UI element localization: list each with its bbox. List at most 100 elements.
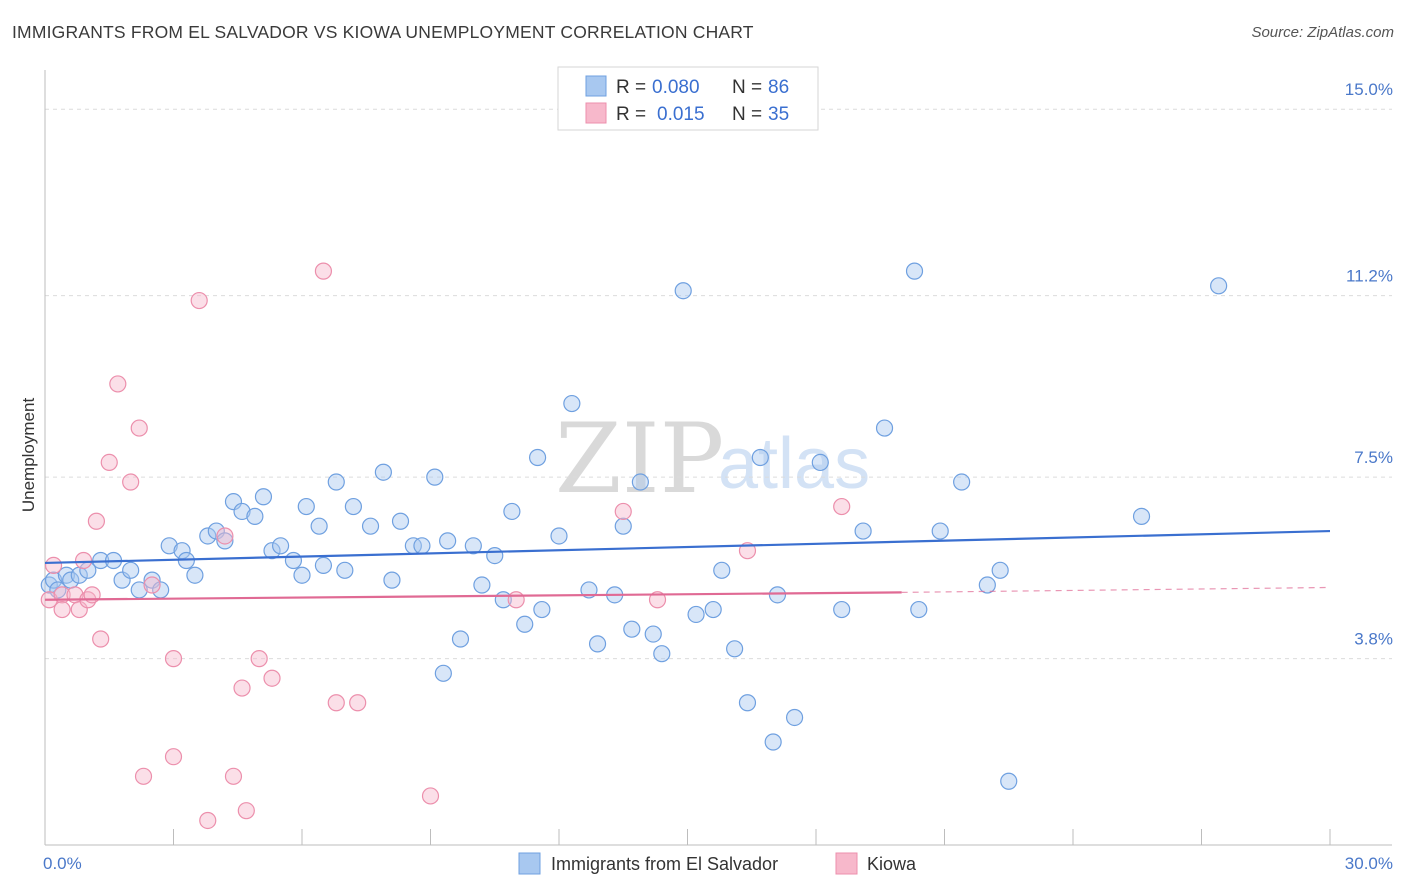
point-kiowa-3 (53, 600, 71, 619)
point-el-salvador-67 (726, 640, 744, 658)
point-el-salvador-58 (614, 517, 632, 535)
point-kiowa-28 (327, 694, 345, 712)
point-el-salvador-68 (738, 694, 757, 712)
point-el-salvador-12 (143, 571, 161, 589)
point-el-salvador-49 (503, 502, 521, 521)
legend-swatch-pink (585, 102, 607, 124)
point-kiowa-10 (92, 630, 110, 648)
watermark-zip: ZIP (555, 403, 724, 515)
point-el-salvador-70 (764, 733, 782, 751)
legend-r-label-2: R = (616, 104, 646, 125)
point-el-salvador-23 (246, 507, 264, 525)
legend-n-value-2: 35 (768, 104, 789, 125)
point-kiowa-20 (199, 811, 217, 830)
point-el-salvador-60 (631, 473, 649, 491)
point-kiowa-18 (164, 650, 183, 668)
data-points (40, 262, 1228, 830)
point-kiowa-5 (70, 600, 88, 619)
y-tick-label-1: 7.5% (1354, 448, 1393, 467)
point-kiowa-22 (224, 767, 243, 785)
axes (44, 70, 1392, 846)
source-label: Source: ZipAtlas.com (1251, 24, 1394, 41)
point-el-salvador-38 (391, 512, 410, 530)
point-kiowa-35 (833, 497, 851, 516)
legend-n-value-1: 86 (768, 77, 789, 98)
point-el-salvador-85 (1210, 277, 1228, 295)
point-el-salvador-52 (533, 600, 551, 619)
point-kiowa-24 (237, 802, 255, 820)
y-tick-label-2: 11.2% (1346, 267, 1393, 286)
point-kiowa-19 (190, 291, 208, 310)
x-tick-labels: 0.0% 30.0% (43, 854, 1393, 873)
point-el-salvador-31 (314, 556, 333, 575)
x-tick-label-0: 0.0% (43, 854, 82, 873)
point-el-salvador-47 (486, 547, 504, 565)
point-el-salvador-56 (588, 635, 607, 653)
point-kiowa-31 (507, 591, 525, 609)
point-el-salvador-54 (563, 394, 581, 413)
point-el-salvador-29 (297, 497, 315, 516)
point-kiowa-12 (109, 375, 127, 393)
point-el-salvador-83 (1000, 772, 1018, 790)
point-el-salvador-50 (516, 615, 534, 633)
point-el-salvador-17 (186, 566, 204, 584)
point-el-salvador-24 (254, 488, 273, 506)
y-tick-labels: 3.8% 7.5% 11.2% 15.0% (1345, 80, 1393, 648)
point-kiowa-25 (250, 650, 268, 668)
y-axis-label: Unemployment (19, 398, 38, 513)
point-el-salvador-69 (751, 448, 769, 467)
point-el-salvador-46 (473, 576, 491, 594)
point-el-salvador-63 (674, 282, 692, 300)
point-kiowa-13 (122, 473, 140, 491)
point-el-salvador-35 (361, 517, 380, 535)
point-el-salvador-44 (451, 630, 470, 648)
legend-r-value-1: 0.080 (652, 77, 700, 98)
point-el-salvador-9 (113, 571, 131, 589)
point-el-salvador-20 (216, 532, 234, 550)
watermark-atlas: atlas (718, 424, 870, 504)
point-kiowa-33 (648, 591, 667, 609)
point-el-salvador-71 (768, 586, 787, 604)
point-el-salvador-37 (383, 571, 401, 589)
point-el-salvador-33 (336, 561, 354, 579)
point-el-salvador-28 (293, 566, 311, 584)
legend-r-label-1: R = (616, 77, 646, 98)
point-el-salvador-61 (644, 625, 662, 643)
point-el-salvador-55 (580, 581, 598, 599)
point-el-salvador-51 (528, 448, 547, 467)
point-el-salvador-45 (464, 537, 482, 555)
point-el-salvador-34 (344, 497, 362, 516)
trend-line-extension-1 (901, 586, 1331, 593)
chart-title: IMMIGRANTS FROM EL SALVADOR VS KIOWA UNE… (12, 22, 754, 42)
point-el-salvador-27 (284, 551, 303, 570)
point-el-salvador-80 (953, 473, 971, 491)
point-kiowa-21 (216, 527, 234, 545)
point-el-salvador-74 (833, 600, 851, 619)
point-el-salvador-18 (199, 527, 217, 545)
point-el-salvador-79 (931, 522, 949, 540)
point-kiowa-26 (263, 669, 281, 687)
point-el-salvador-76 (875, 419, 894, 437)
y-tick-label-0: 3.8% (1354, 630, 1393, 649)
legend-r-value-2: 0.015 (657, 104, 705, 125)
point-el-salvador-14 (160, 537, 178, 555)
point-el-salvador-84 (1132, 507, 1151, 525)
gridlines (45, 108, 1392, 660)
point-kiowa-6 (74, 551, 93, 570)
point-el-salvador-59 (623, 620, 641, 638)
point-kiowa-32 (614, 502, 632, 521)
bottom-legend-label-1: Immigrants from El Salvador (551, 854, 778, 874)
point-el-salvador-64 (687, 605, 705, 624)
point-kiowa-14 (130, 419, 148, 437)
point-el-salvador-82 (991, 561, 1009, 579)
point-kiowa-9 (87, 512, 106, 530)
point-el-salvador-43 (439, 532, 457, 550)
bottom-legend-swatch-pink (835, 852, 858, 875)
point-el-salvador-36 (374, 463, 392, 481)
point-kiowa-27 (314, 262, 333, 280)
bottom-legend-swatch-blue (518, 852, 541, 875)
point-el-salvador-25 (263, 542, 281, 560)
point-el-salvador-75 (854, 522, 872, 540)
point-el-salvador-66 (713, 561, 731, 579)
